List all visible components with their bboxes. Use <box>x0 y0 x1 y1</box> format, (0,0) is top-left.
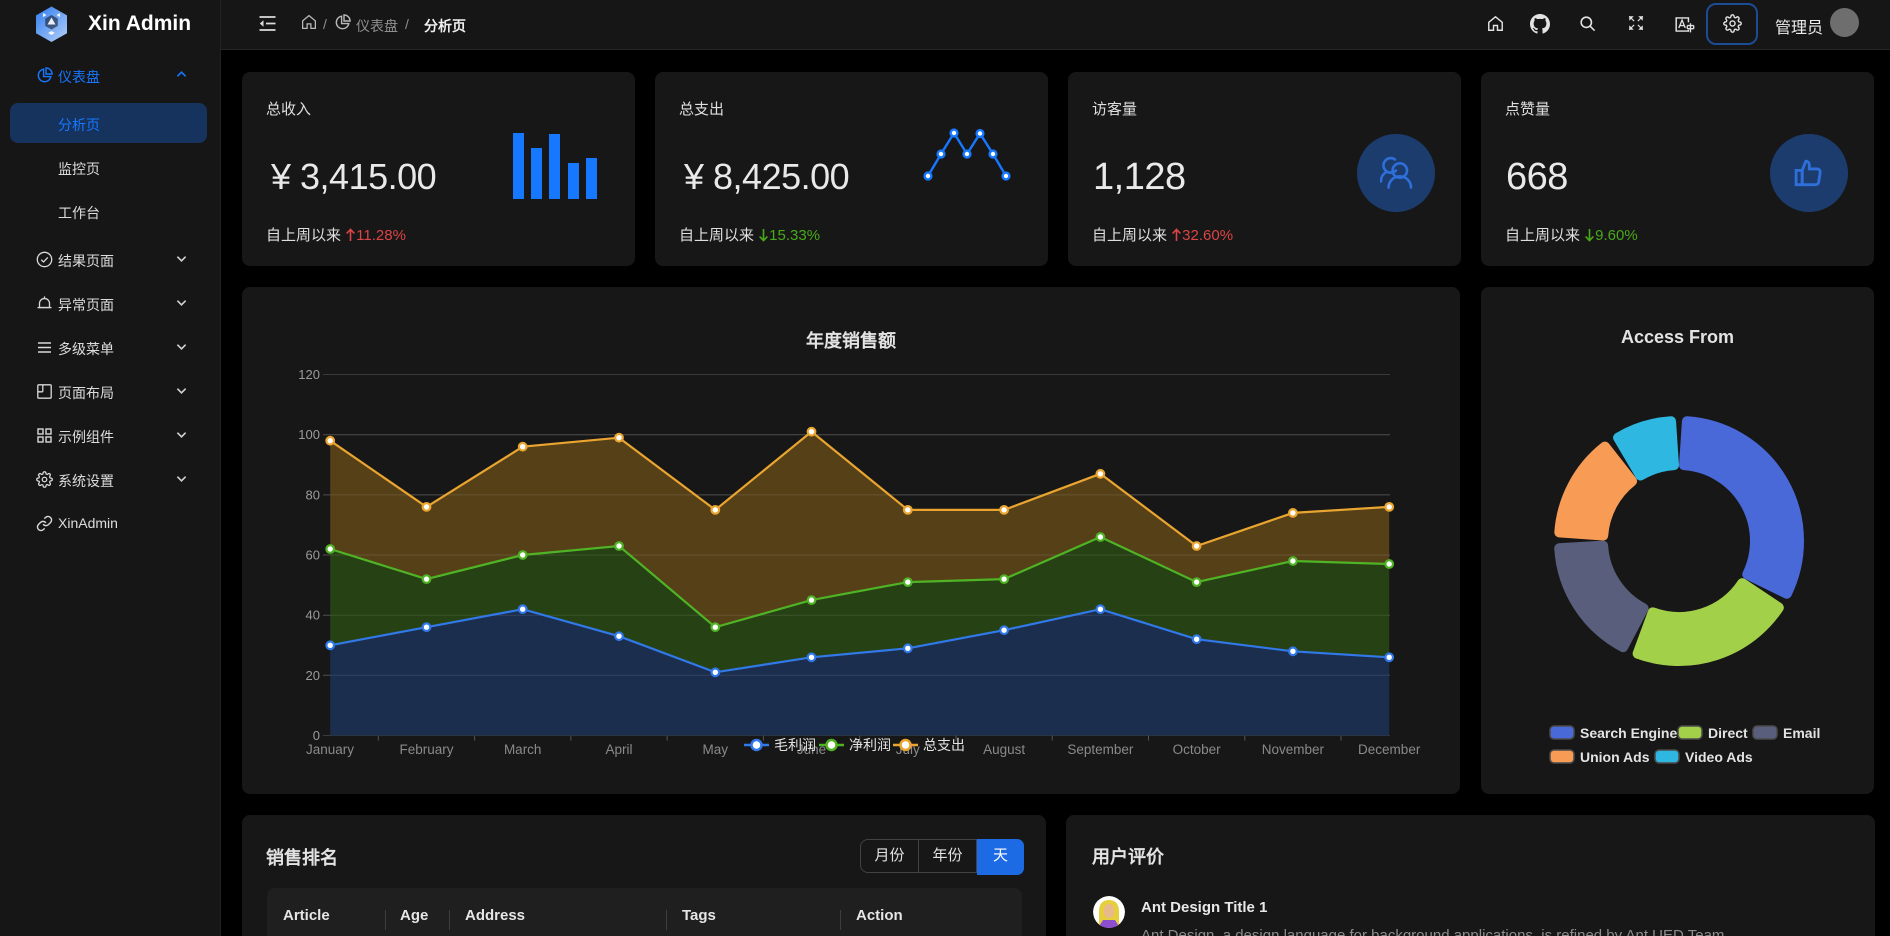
svg-text:August: August <box>983 742 1025 757</box>
svg-text:60: 60 <box>306 548 320 563</box>
svg-text:January: January <box>306 742 354 757</box>
svg-text:0: 0 <box>313 728 320 743</box>
svg-text:June: June <box>797 742 826 757</box>
svg-text:Direct: Direct <box>1708 725 1748 741</box>
svg-text:November: November <box>1262 742 1325 757</box>
svg-text:Video Ads: Video Ads <box>1685 749 1753 765</box>
svg-text:80: 80 <box>306 487 320 502</box>
svg-text:Union Ads: Union Ads <box>1580 749 1650 765</box>
svg-text:120: 120 <box>298 367 320 382</box>
svg-text:September: September <box>1067 742 1134 757</box>
svg-text:Search Engine: Search Engine <box>1580 725 1677 741</box>
svg-text:December: December <box>1358 742 1421 757</box>
svg-text:Email: Email <box>1783 725 1820 741</box>
svg-text:March: March <box>504 742 542 757</box>
svg-text:100: 100 <box>298 427 320 442</box>
svg-text:May: May <box>703 742 729 757</box>
svg-text:20: 20 <box>306 668 320 683</box>
svg-text:40: 40 <box>306 608 320 623</box>
svg-text:February: February <box>399 742 453 757</box>
svg-text:毛利润: 毛利润 <box>774 737 816 753</box>
svg-text:October: October <box>1173 742 1222 757</box>
svg-text:净利润: 净利润 <box>849 737 891 753</box>
svg-text:总支出: 总支出 <box>923 737 965 753</box>
svg-text:April: April <box>605 742 632 757</box>
